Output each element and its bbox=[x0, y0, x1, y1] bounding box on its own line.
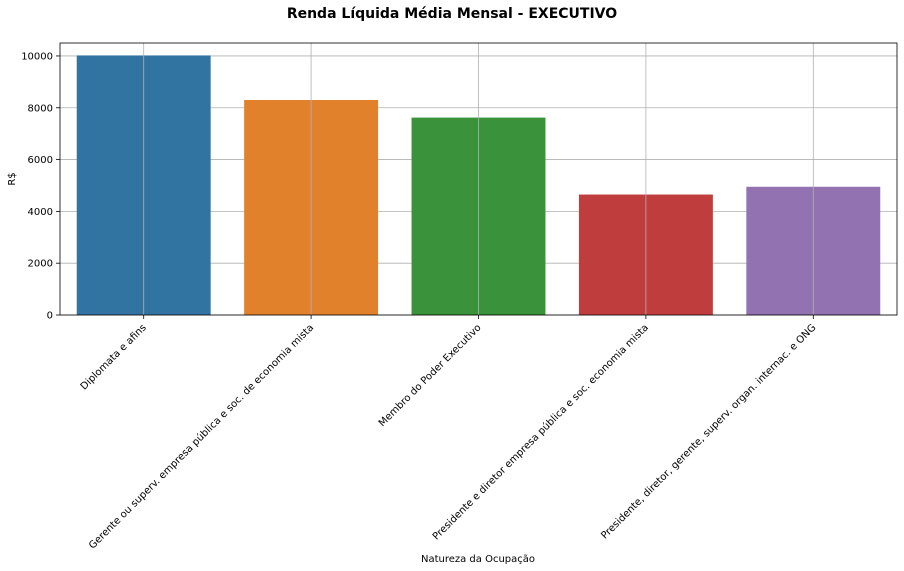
y-tick-label: 0 bbox=[47, 311, 53, 322]
vertical-grid-lines bbox=[143, 43, 814, 315]
x-tick-label: Presidente e diretor empresa pública e s… bbox=[430, 322, 651, 543]
x-tick-label: Membro do Poder Executivo bbox=[377, 322, 484, 429]
y-tick-label: 6000 bbox=[28, 155, 53, 166]
chart-title: Renda Líquida Média Mensal - EXECUTIVO bbox=[286, 6, 618, 22]
y-tick-label: 8000 bbox=[28, 103, 53, 114]
y-ticks: 0 2000 4000 6000 8000 10000 bbox=[21, 51, 60, 322]
x-tick-label: Presidente, diretor, gerente, superv. or… bbox=[599, 322, 818, 541]
y-tick-label: 2000 bbox=[28, 259, 53, 270]
x-axis-label: Natureza da Ocupação bbox=[421, 554, 535, 565]
y-tick-label: 10000 bbox=[21, 51, 53, 62]
y-axis-label: R$ bbox=[7, 172, 18, 185]
y-tick-label: 4000 bbox=[28, 207, 53, 218]
x-tick-label: Diplomata e afins bbox=[79, 322, 149, 392]
